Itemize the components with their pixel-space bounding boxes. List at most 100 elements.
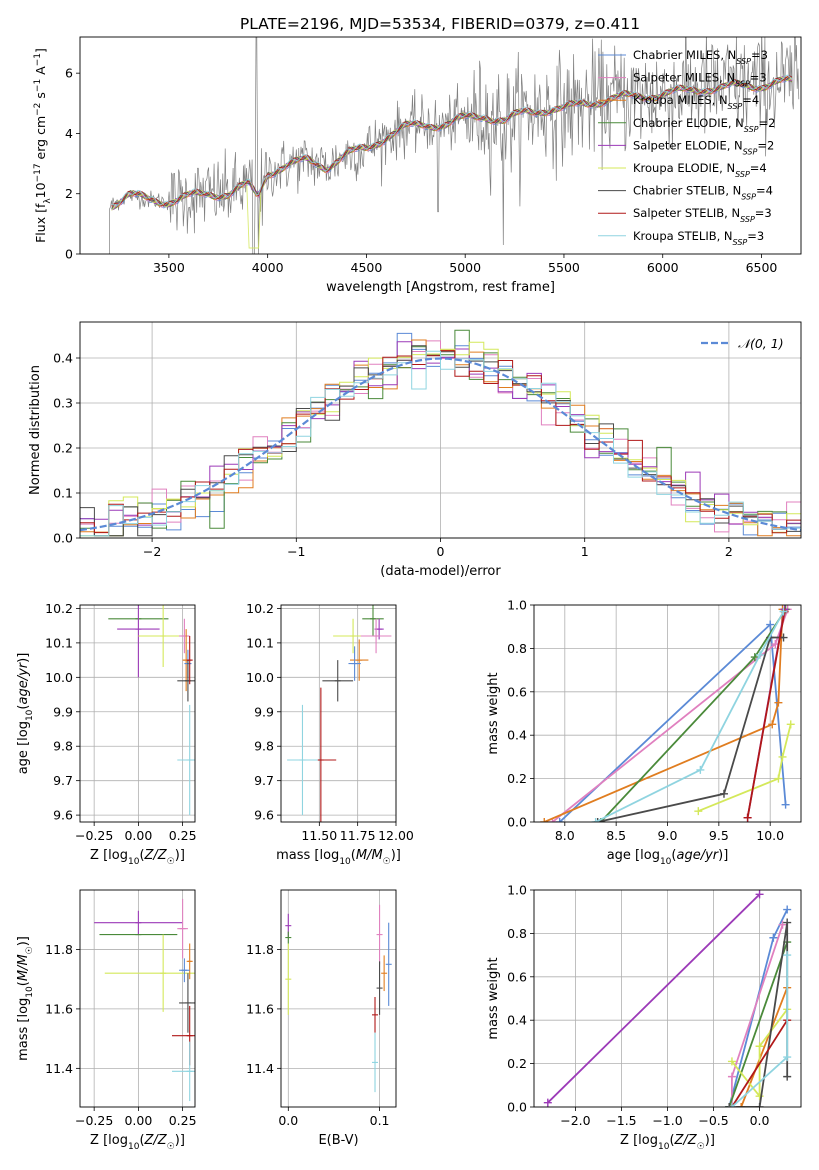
x-axis-label-part: (data-model)/error xyxy=(380,564,501,579)
y-axis-label-part: Normed distribution xyxy=(28,365,43,495)
model-spectrum-line xyxy=(111,74,793,206)
series-point xyxy=(778,920,787,929)
legend-label: Kroupa MILES, NSSP=4 xyxy=(633,93,759,111)
y-axis-label-part: age [log xyxy=(16,721,31,774)
series-point xyxy=(725,1103,734,1107)
legend-label-suffix: =2 xyxy=(759,116,776,130)
y-axis-label-part: )] xyxy=(16,936,31,946)
x-tick-label: −2 xyxy=(143,544,161,559)
x-tick-label: 8.0 xyxy=(555,828,575,843)
legend-label-main: Salpeter STELIB, N xyxy=(633,206,740,220)
series-point xyxy=(694,807,703,816)
y-axis-label-part: Flux [f xyxy=(33,203,48,243)
legend-label: Kroupa ELODIE, NSSP=4 xyxy=(633,161,767,179)
y-tick-label: 11.4 xyxy=(246,1061,274,1076)
y-tick-label: 0.6 xyxy=(507,969,527,984)
y-tick-label: 1.0 xyxy=(507,883,527,898)
plot-area xyxy=(108,605,195,816)
x-axis-label-part: age [log xyxy=(607,848,660,863)
series-point xyxy=(774,698,783,707)
x-axis-label-part: )] xyxy=(391,848,401,863)
legend-label-sub: SSP xyxy=(744,124,759,133)
series-point xyxy=(593,818,602,822)
x-axis-label: mass [log10(M/M☉)] xyxy=(276,848,401,867)
legend-label: Kroupa STELIB, NSSP=3 xyxy=(633,229,764,247)
axes-frame xyxy=(79,889,196,1108)
y-tick-label: 0 xyxy=(65,247,73,262)
legend-label-suffix: =4 xyxy=(750,161,767,175)
series-point xyxy=(737,1103,746,1107)
legend-label: Chabrier STELIB, NSSP=4 xyxy=(633,184,773,202)
x-tick-label: 0.25 xyxy=(169,1113,197,1128)
histogram-step xyxy=(80,350,801,537)
series-point xyxy=(755,1042,764,1051)
plot-area xyxy=(80,329,801,537)
x-axis-label-part: ☉ xyxy=(697,1142,705,1152)
series-line xyxy=(547,893,761,1104)
y-tick-label: 9.6 xyxy=(53,808,73,823)
series-point xyxy=(555,818,564,822)
x-tick-label: 5500 xyxy=(548,260,580,275)
x-axis-label-part: ☉ xyxy=(167,1142,175,1152)
y-tick-label: 0.2 xyxy=(53,441,73,456)
series-line xyxy=(697,724,792,812)
axes-frame xyxy=(79,321,802,539)
histogram-step xyxy=(80,341,801,537)
y-tick-label: 0.3 xyxy=(53,396,73,411)
x-tick-label: 0.1 xyxy=(370,1113,390,1128)
axes-frame xyxy=(280,604,397,823)
y-tick-label: 11.6 xyxy=(246,1001,274,1016)
x-axis-label: age [log10(age/yr)] xyxy=(607,848,729,867)
panel-1: 3500 4000 4500 5000 5500 6000 6500 0 2 4 6 waveleng… xyxy=(33,36,802,295)
legend-label: Salpeter ELODIE, NSSP=2 xyxy=(633,138,774,156)
series-point xyxy=(783,918,792,927)
x-tick-label: 0.25 xyxy=(169,828,197,843)
x-tick-label: −1.0 xyxy=(652,1113,682,1128)
legend-label: Chabrier ELODIE, NSSP=2 xyxy=(633,116,775,134)
legend-label-sub: SSP xyxy=(740,215,755,224)
series-point xyxy=(783,1053,792,1062)
legend-label-main: Kroupa MILES, N xyxy=(633,93,728,107)
series-point xyxy=(781,800,790,809)
y-tick-label: 0.1 xyxy=(53,486,73,501)
x-axis-label-part: Z/Z xyxy=(144,1133,168,1148)
series-line xyxy=(729,922,789,1107)
series-point xyxy=(727,1072,736,1081)
series-point xyxy=(766,620,775,629)
series-point xyxy=(778,752,787,761)
y-tick-label: 10.1 xyxy=(45,635,73,650)
y-axis-label: mass [log10(M/M☉)] xyxy=(16,936,35,1061)
plot-area xyxy=(109,37,800,254)
legend-label-sub: SSP xyxy=(741,192,756,201)
x-tick-label: 10.0 xyxy=(756,828,784,843)
y-tick-label: 0.8 xyxy=(507,641,527,656)
y-axis-label-part: 10 xyxy=(25,709,35,721)
y-axis-label-part: ( xyxy=(16,981,31,986)
x-axis-label-part: 10 xyxy=(128,1142,140,1152)
y-axis-label: mass weight xyxy=(486,957,501,1039)
series-point xyxy=(774,774,783,783)
y-tick-label: 0.2 xyxy=(507,771,527,786)
x-tick-label: −0.5 xyxy=(698,1113,728,1128)
y-tick-label: 0.4 xyxy=(53,351,73,366)
series-point xyxy=(543,1098,552,1107)
series-line xyxy=(731,1019,788,1107)
panel-4: 11.50 11.75 12.00 9.6 9.7 9.8 9.9 10.0 10.1 10.2 m… xyxy=(246,601,414,867)
x-tick-label: 6500 xyxy=(746,260,778,275)
y-tick-label: 0.0 xyxy=(53,531,73,546)
y-axis-label-part: age/yr xyxy=(16,661,31,704)
legend-label: Salpeter STELIB, NSSP=3 xyxy=(633,206,772,224)
y-tick-label: 9.8 xyxy=(254,739,274,754)
legend-label-sub: SSP xyxy=(736,57,751,66)
panel-7: 0.0 0.1 11.4 11.6 11.8 E(B-V) xyxy=(246,889,397,1148)
series-point xyxy=(540,818,549,822)
x-axis-label-part: ( xyxy=(351,848,356,863)
x-tick-label: −0.25 xyxy=(75,1113,113,1128)
x-axis-label: wavelength [Angstrom, rest frame] xyxy=(326,280,555,295)
series-point xyxy=(727,1057,736,1066)
series-point xyxy=(768,720,777,729)
x-tick-label: 3500 xyxy=(153,260,185,275)
x-axis-label-part: )] xyxy=(718,848,728,863)
y-tick-label: 4 xyxy=(65,126,73,141)
